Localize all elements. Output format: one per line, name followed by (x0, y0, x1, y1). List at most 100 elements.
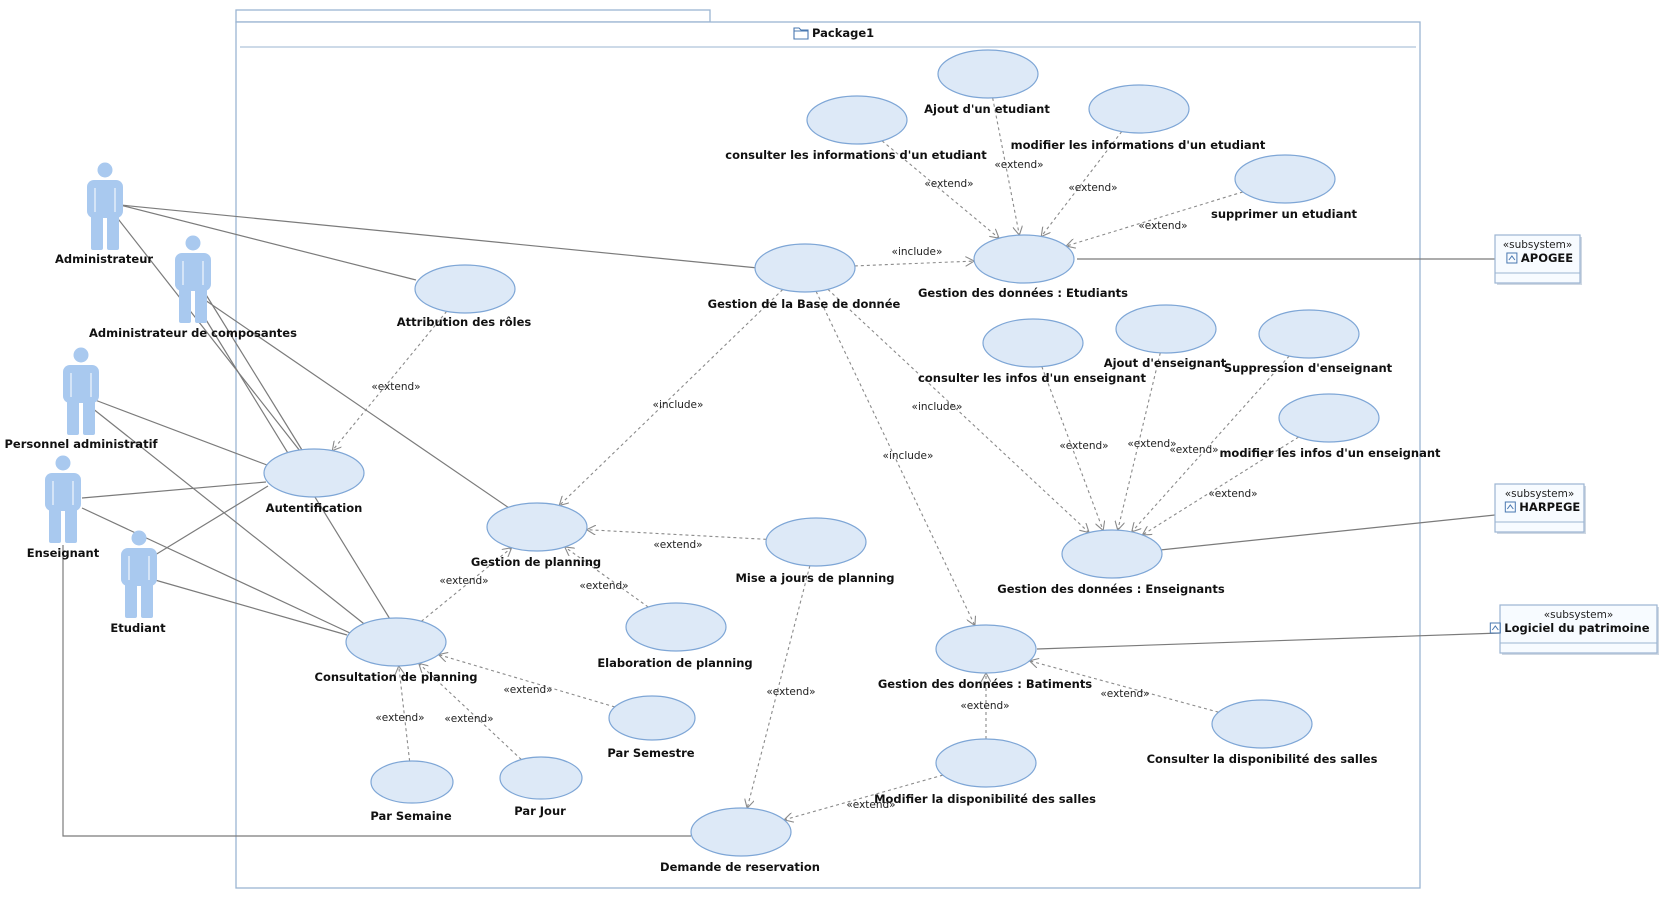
uc-moddisp-ellipse[interactable] (935, 738, 1037, 788)
uc-bat-use-case[interactable]: Gestion des données : Batiments (878, 624, 1092, 691)
association-line (1159, 514, 1496, 551)
uc-elab-label: Elaboration de planning (597, 656, 752, 670)
uc-maj-ellipse[interactable] (765, 517, 867, 567)
a-etu-actor[interactable]: Etudiant (110, 530, 166, 636)
a-ens-actor[interactable]: Enseignant (27, 455, 100, 561)
relation-stereotype-label: «extend» (444, 713, 493, 725)
uc-bat-label: Gestion des données : Batiments (878, 677, 1092, 691)
uc-modens-use-case[interactable]: modifier les infos d'un enseignant (1219, 393, 1441, 460)
s-patri-subsystem[interactable]: «subsystem»Logiciel du patrimoine (1489, 604, 1659, 655)
uc-ensg-ellipse[interactable] (1061, 529, 1163, 579)
uc-sem-label: Par Semestre (607, 746, 694, 760)
uc-etud-ellipse[interactable] (973, 234, 1075, 284)
uc-auth-use-case[interactable]: Autentification (263, 448, 365, 515)
package-frame: Package1 (235, 9, 1421, 889)
relation-uc-maj-uc-plan: «extend» (587, 530, 767, 551)
uc-modens-ellipse[interactable] (1278, 393, 1380, 443)
uc-bat-ellipse[interactable] (935, 624, 1037, 674)
uc-plan-label: Gestion de planning (471, 555, 601, 569)
uc-sem-ellipse[interactable] (608, 695, 696, 741)
uc-condisp-use-case[interactable]: Consulter la disponibilité des salles (1147, 699, 1378, 766)
uc-supens-label: Suppression d'enseignant (1224, 361, 1393, 375)
relation-uc-sem-uc-cons: «extend» (439, 655, 615, 708)
uc-etud-use-case[interactable]: Gestion des données : Etudiants (918, 234, 1128, 300)
uc-supetu-use-case[interactable]: supprimer un etudiant (1211, 154, 1358, 221)
uc-plan-ellipse[interactable] (486, 502, 588, 552)
s-harpege-subsystem[interactable]: «subsystem»HARPEGE (1494, 483, 1586, 534)
uc-ajetu-ellipse[interactable] (937, 49, 1039, 99)
uc-moddisp-use-case[interactable]: Modifier la disponibilité des salles (874, 738, 1096, 806)
s-harpege-box[interactable] (1494, 483, 1585, 533)
relation-uc-moddisp-uc-resa: «extend» (784, 774, 944, 820)
relation-stereotype-label: «extend» (960, 700, 1009, 712)
relation-uc-bd-uc-plan: «include» (559, 289, 784, 505)
relation-stereotype-label: «include» (653, 399, 704, 411)
uc-auth-ellipse[interactable] (263, 448, 365, 498)
uc-attr-use-case[interactable]: Attribution des rôles (397, 264, 532, 329)
uc-cetu-ellipse[interactable] (806, 95, 908, 145)
uc-bd-ellipse[interactable] (754, 243, 856, 293)
uc-bd-use-case[interactable]: Gestion de la Base de donnée (708, 243, 901, 311)
uc-ajens-label: Ajout d'enseignant (1104, 356, 1227, 370)
a-perso-actor[interactable]: Personnel administratif (4, 347, 159, 452)
uc-ajens-use-case[interactable]: Ajout d'enseignant (1104, 304, 1227, 370)
uc-cens-use-case[interactable]: consulter les infos d'un enseignant (918, 318, 1146, 385)
dependency-arrow (332, 310, 448, 450)
uc-supens-use-case[interactable]: Suppression d'enseignant (1224, 309, 1393, 375)
uc-supetu-label: supprimer un etudiant (1211, 207, 1358, 221)
relation-uc-bd-uc-bat: «include» (815, 291, 975, 625)
uc-plan-use-case[interactable]: Gestion de planning (471, 502, 601, 569)
dependency-arrow (1041, 366, 1103, 531)
uc-semaine-use-case[interactable]: Par Semaine (370, 760, 454, 823)
relation-stereotype-label: «extend» (1138, 220, 1187, 232)
uc-jour-use-case[interactable]: Par Jour (499, 756, 583, 818)
a-admin-actor[interactable]: Administrateur (55, 162, 153, 267)
relation-uc-semaine-uc-cons: «extend» (375, 666, 425, 762)
uc-semaine-ellipse[interactable] (370, 760, 454, 804)
uc-cens-ellipse[interactable] (982, 318, 1084, 368)
uc-jour-ellipse[interactable] (499, 756, 583, 800)
relation-stereotype-label: «extend» (653, 539, 702, 551)
uc-modetu-ellipse[interactable] (1088, 84, 1190, 134)
uc-attr-ellipse[interactable] (414, 264, 516, 314)
a-admincomp-label: Administrateur de composantes (89, 326, 297, 340)
subsystem-stereotype: «subsystem» (1544, 609, 1614, 621)
uc-maj-use-case[interactable]: Mise a jours de planning (735, 517, 895, 585)
uc-modetu-use-case[interactable]: modifier les informations d'un etudiant (1011, 84, 1266, 152)
s-apogee-subsystem[interactable]: «subsystem»APOGEE (1494, 234, 1582, 285)
association-line (1036, 632, 1501, 650)
uc-elab-ellipse[interactable] (625, 602, 727, 652)
a-admincomp-actor[interactable]: Administrateur de composantes (89, 235, 297, 341)
relation-uc-jour-uc-cons: «extend» (419, 663, 522, 760)
dependency-arrow (1030, 661, 1219, 713)
uc-elab-use-case[interactable]: Elaboration de planning (597, 602, 753, 670)
uc-sem-use-case[interactable]: Par Semestre (607, 695, 696, 760)
subsystem-name: HARPEGE (1519, 500, 1580, 514)
relation-stereotype-label: «extend» (1100, 688, 1149, 700)
association-line (81, 507, 351, 634)
package-tab (235, 9, 711, 23)
dependency-arrow (399, 666, 411, 762)
uc-etud-label: Gestion des données : Etudiants (918, 286, 1128, 300)
uc-cons-ellipse[interactable] (345, 617, 447, 667)
uc-cons-use-case[interactable]: Consultation de planning (315, 617, 478, 684)
uc-ensg-use-case[interactable]: Gestion des données : Enseignants (997, 529, 1225, 596)
uc-supens-ellipse[interactable] (1258, 309, 1360, 359)
use-cases: Attribution des rôles Autentification Gest… (263, 49, 1441, 874)
association-line (119, 204, 759, 269)
uc-cetu-use-case[interactable]: consulter les informations d'un etudiant (725, 95, 987, 162)
uc-supetu-ellipse[interactable] (1234, 154, 1336, 204)
relation-stereotype-label: «extend» (1059, 440, 1108, 452)
actor-figure-icon (63, 347, 99, 435)
uc-resa-use-case[interactable]: Demande de reservation (660, 807, 820, 874)
uc-ajens-ellipse[interactable] (1115, 304, 1217, 354)
uc-ajetu-use-case[interactable]: Ajout d'un etudiant (924, 49, 1050, 116)
uc-resa-ellipse[interactable] (690, 807, 792, 857)
uc-condisp-ellipse[interactable] (1211, 699, 1313, 749)
folder-icon (793, 27, 809, 40)
association-line (81, 481, 267, 499)
s-patri-box[interactable] (1499, 604, 1658, 654)
relation-stereotype-label: «extend» (579, 580, 628, 592)
actor-figure-icon (175, 235, 211, 323)
